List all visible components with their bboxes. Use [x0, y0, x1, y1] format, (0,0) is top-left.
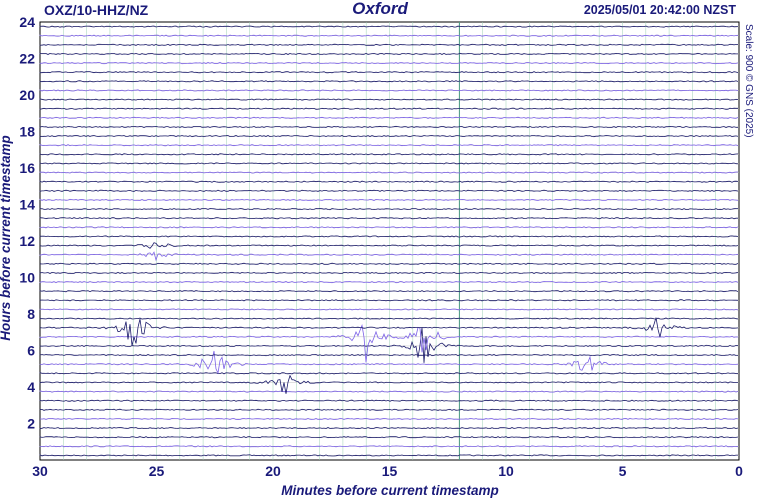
- trace-line: [39, 350, 739, 375]
- trace-line: [39, 153, 739, 156]
- trace-line: [39, 98, 739, 101]
- y-tick-label: 24: [19, 14, 35, 30]
- x-tick-label: 15: [382, 463, 398, 479]
- trace-line: [39, 43, 739, 46]
- y-tick-label: 6: [27, 343, 35, 359]
- y-tick-label: 18: [19, 124, 35, 140]
- station-code: OXZ/10-HHZ/NZ: [44, 2, 149, 18]
- trace-line: [39, 135, 739, 138]
- trace-line: [39, 71, 739, 74]
- trace-line: [39, 262, 739, 265]
- trace-line: [39, 299, 739, 302]
- y-tick-label: 22: [19, 51, 35, 67]
- trace-line: [39, 417, 739, 420]
- trace-line: [39, 62, 739, 65]
- current-timestamp: 2025/05/01 20:42:00 NZST: [583, 3, 736, 17]
- x-tick-label: 5: [619, 463, 627, 479]
- y-tick-label: 20: [19, 87, 35, 103]
- trace-line: [39, 324, 739, 363]
- x-tick-label: 20: [265, 463, 281, 479]
- trace-line: [39, 390, 739, 393]
- x-tick-label: 25: [149, 463, 165, 479]
- trace-line: [39, 454, 738, 457]
- trace-line: [39, 171, 738, 174]
- y-tick-label: 8: [27, 306, 35, 322]
- trace-line: [39, 281, 739, 284]
- trace-line: [39, 308, 739, 311]
- location-title: Oxford: [352, 0, 408, 18]
- x-tick-label: 30: [32, 463, 48, 479]
- trace-line: [39, 107, 738, 110]
- trace-line: [39, 436, 739, 439]
- trace-line: [39, 226, 739, 229]
- trace-line: [39, 317, 739, 320]
- trace-line: [39, 89, 739, 92]
- trace-line: [39, 290, 739, 293]
- trace-line: [39, 399, 739, 402]
- trace-line: [39, 242, 739, 249]
- trace-line: [39, 251, 739, 262]
- trace-line: [39, 34, 739, 37]
- trace-line: [39, 271, 739, 274]
- trace-line: [39, 189, 739, 192]
- trace-line: [39, 354, 739, 357]
- trace-line: [39, 125, 739, 128]
- y-tick-label: 12: [19, 233, 35, 249]
- trace-line: [39, 198, 739, 201]
- trace-line: [39, 235, 739, 238]
- x-tick-label: 10: [498, 463, 514, 479]
- y-tick-label: 10: [19, 270, 35, 286]
- trace-line: [39, 162, 739, 165]
- trace-line: [39, 80, 739, 83]
- trace-line: [39, 52, 738, 55]
- y-tick-label: 16: [19, 160, 35, 176]
- trace-line: [39, 25, 739, 28]
- y-tick-label: 2: [27, 416, 35, 432]
- y-tick-label: 4: [27, 379, 35, 395]
- trace-line: [39, 116, 739, 119]
- trace-line: [39, 317, 739, 346]
- trace-line: [39, 372, 739, 375]
- x-axis-label: Minutes before current timestamp: [281, 483, 499, 498]
- trace-line: [39, 327, 739, 363]
- trace-line: [39, 408, 739, 411]
- trace-line: [39, 208, 738, 211]
- trace-line: [39, 427, 739, 430]
- x-tick-label: 0: [735, 463, 743, 479]
- y-tick-label: 14: [19, 197, 35, 213]
- trace-line: [39, 445, 739, 448]
- trace-line: [39, 217, 738, 220]
- trace-line: [39, 374, 738, 394]
- trace-line: [39, 180, 739, 183]
- trace-line: [39, 144, 739, 147]
